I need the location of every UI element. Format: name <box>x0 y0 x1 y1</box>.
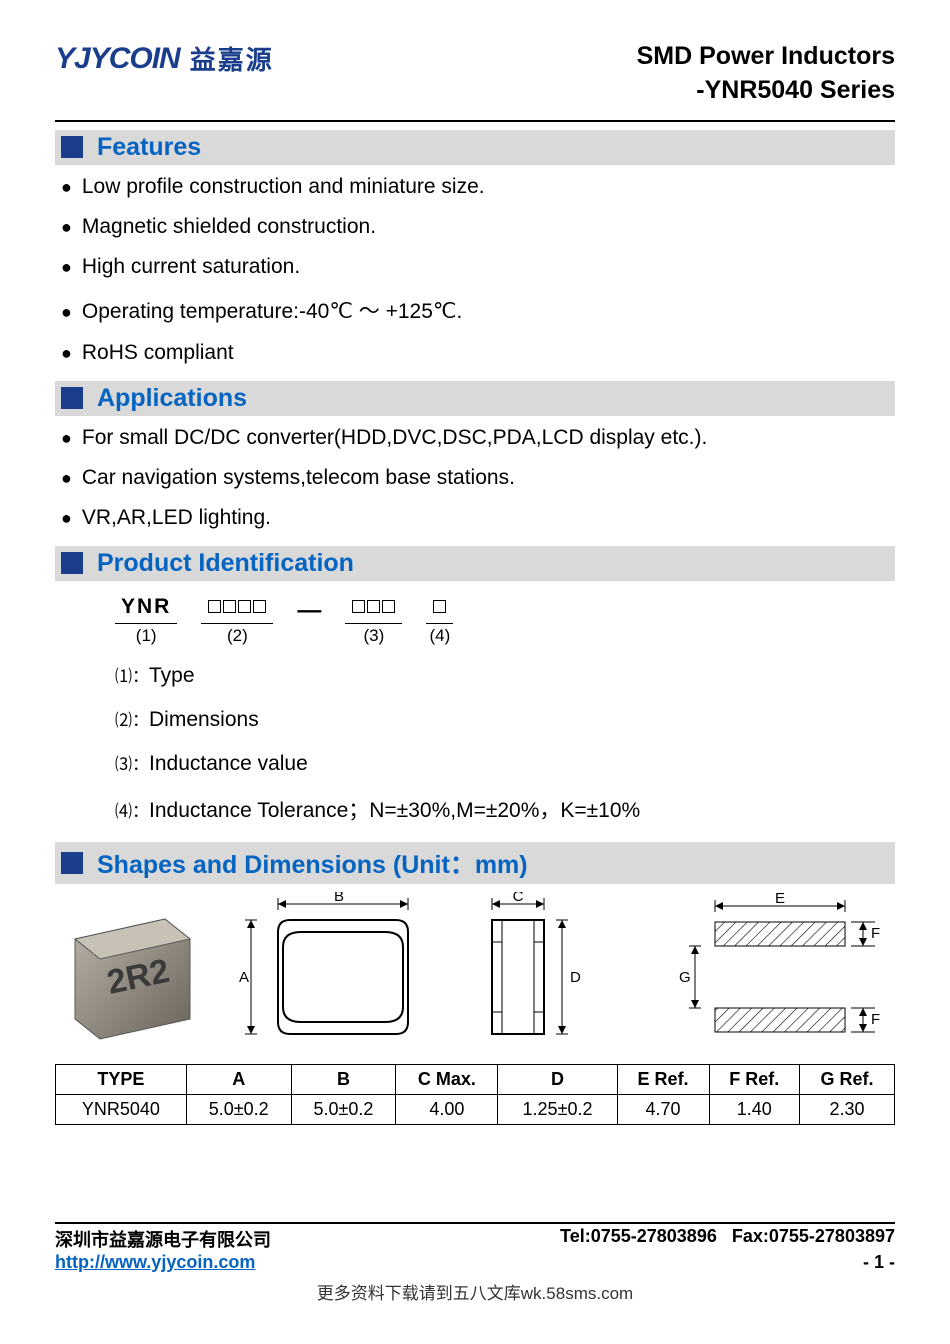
footer-url-link[interactable]: http://www.yjycoin.com <box>55 1252 255 1273</box>
pad-layout-diagram: E F F G <box>675 892 895 1052</box>
list-item: Operating temperature:-40℃ ～ +125℃. <box>61 295 895 325</box>
svg-text:B: B <box>334 892 344 905</box>
title-line-2: -YNR5040 Series <box>637 74 895 108</box>
side-view-diagram: C D <box>462 892 642 1052</box>
component-photo: 2R2 <box>55 899 200 1044</box>
header-rule <box>55 120 895 122</box>
dimensions-table: TYPE A B C Max. D E Ref. F Ref. G Ref. Y… <box>55 1064 895 1125</box>
section-marker-icon <box>61 136 83 158</box>
top-view-diagram: B A <box>233 892 428 1052</box>
td: 2.30 <box>800 1094 895 1124</box>
table-row: YNR5040 5.0±0.2 5.0±0.2 4.00 1.25±0.2 4.… <box>56 1094 895 1124</box>
section-features: Features <box>55 130 895 165</box>
th: A <box>186 1064 291 1094</box>
features-list: Low profile construction and miniature s… <box>55 175 895 365</box>
td: 1.25±0.2 <box>498 1094 617 1124</box>
th: TYPE <box>56 1064 187 1094</box>
section-title: Applications <box>97 384 247 413</box>
section-applications: Applications <box>55 381 895 416</box>
th: B <box>291 1064 396 1094</box>
svg-text:F: F <box>871 1011 880 1028</box>
svg-text:G: G <box>679 969 691 986</box>
td: 5.0±0.2 <box>291 1094 396 1124</box>
svg-text:A: A <box>239 969 249 986</box>
page-footer: 深圳市益嘉源电子有限公司 Tel:0755-27803896 Fax:0755-… <box>55 1222 895 1304</box>
footer-rule <box>55 1222 895 1224</box>
page-header: YJYCOIN 益嘉源 SMD Power Inductors -YNR5040… <box>55 40 895 108</box>
logo: YJYCOIN 益嘉源 <box>55 40 274 77</box>
list-item: VR,AR,LED lighting. <box>61 506 895 530</box>
td: 5.0±0.2 <box>186 1094 291 1124</box>
list-item: RoHS compliant <box>61 341 895 365</box>
id-def-2: ⑵：Dimensions <box>115 706 895 732</box>
section-title: Features <box>97 133 201 162</box>
title-line-1: SMD Power Inductors <box>637 40 895 74</box>
svg-text:F: F <box>871 925 880 942</box>
svg-text:E: E <box>775 892 785 907</box>
pid-dash: — <box>297 595 321 625</box>
pid-part-4: (4) <box>426 595 453 646</box>
logo-latin: YJYCOIN <box>55 42 180 76</box>
footer-company: 深圳市益嘉源电子有限公司 <box>55 1226 271 1252</box>
logo-cn: 益嘉源 <box>190 40 274 77</box>
section-product-id: Product Identification <box>55 546 895 581</box>
th: D <box>498 1064 617 1094</box>
footer-more-note: 更多资料下载请到五八文库wk.58sms.com <box>55 1279 895 1304</box>
td: YNR5040 <box>56 1094 187 1124</box>
th: F Ref. <box>709 1064 800 1094</box>
list-item: Car navigation systems,telecom base stat… <box>61 466 895 490</box>
applications-list: For small DC/DC converter(HDD,DVC,DSC,PD… <box>55 426 895 530</box>
id-def-4: ⑷：Inductance Tolerance；N=±30%,M=±20%，K=±… <box>115 794 895 824</box>
table-header-row: TYPE A B C Max. D E Ref. F Ref. G Ref. <box>56 1064 895 1094</box>
section-marker-icon <box>61 552 83 574</box>
list-item: Magnetic shielded construction. <box>61 215 895 239</box>
th: G Ref. <box>800 1064 895 1094</box>
td: 1.40 <box>709 1094 800 1124</box>
shapes-diagrams: 2R2 B A C D <box>55 892 895 1052</box>
section-title: Product Identification <box>97 549 354 578</box>
list-item: High current saturation. <box>61 255 895 279</box>
product-id-scheme: YNR (1) (2) — (3) (4) <box>115 595 895 646</box>
section-title: Shapes and Dimensions (Unit：mm) <box>97 845 528 881</box>
pid-part-2: (2) <box>201 595 273 646</box>
pid-part-1: YNR (1) <box>115 595 177 646</box>
doc-title: SMD Power Inductors -YNR5040 Series <box>637 40 895 108</box>
pid-part-3: (3) <box>345 595 402 646</box>
th: E Ref. <box>617 1064 709 1094</box>
td: 4.00 <box>396 1094 498 1124</box>
list-item: Low profile construction and miniature s… <box>61 175 895 199</box>
svg-text:D: D <box>570 969 581 986</box>
td: 4.70 <box>617 1094 709 1124</box>
id-def-3: ⑶：Inductance value <box>115 750 895 776</box>
section-marker-icon <box>61 387 83 409</box>
section-shapes: Shapes and Dimensions (Unit：mm) <box>55 842 895 884</box>
svg-text:C: C <box>512 892 523 905</box>
footer-contact: Tel:0755-27803896 Fax:0755-27803897 <box>560 1226 895 1252</box>
page-number: - 1 - <box>863 1252 895 1273</box>
section-marker-icon <box>61 852 83 874</box>
list-item: For small DC/DC converter(HDD,DVC,DSC,PD… <box>61 426 895 450</box>
product-id-definitions: ⑴：Type ⑵：Dimensions ⑶：Inductance value ⑷… <box>115 662 895 824</box>
th: C Max. <box>396 1064 498 1094</box>
id-def-1: ⑴：Type <box>115 662 895 688</box>
